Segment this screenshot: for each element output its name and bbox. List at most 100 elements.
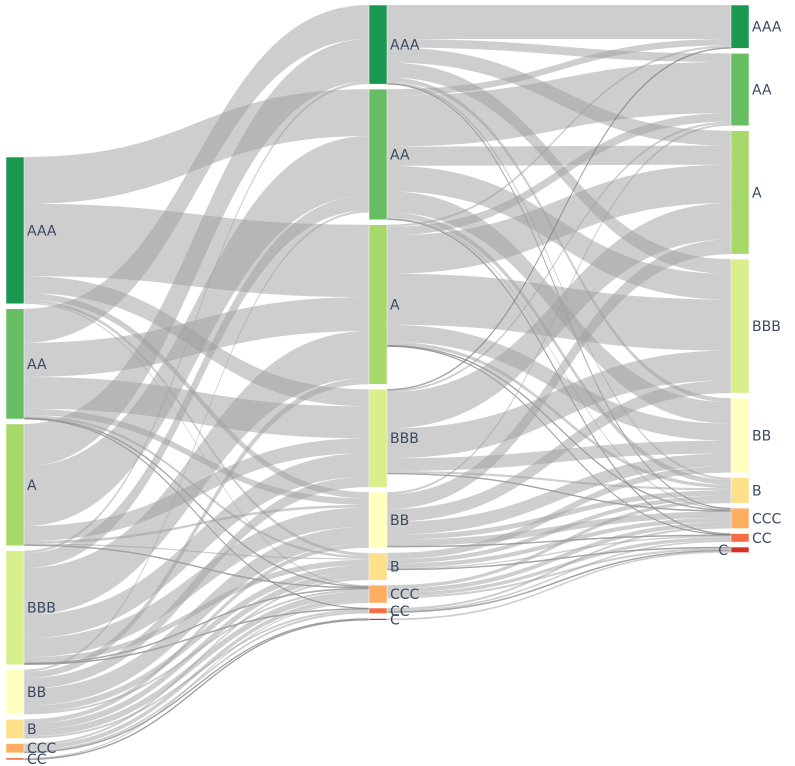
label-l1-cc: CC bbox=[390, 604, 410, 620]
link-l1-bbb-to-l2-b[interactable] bbox=[387, 470, 731, 491]
node-l2-aaa[interactable] bbox=[730, 4, 750, 49]
link-l0-bb-to-l1-a[interactable] bbox=[24, 377, 369, 679]
link-l0-bb-to-l1-b[interactable] bbox=[24, 565, 369, 713]
link-l0-cc-to-l1-ccc[interactable] bbox=[24, 601, 369, 760]
node-l1-a[interactable] bbox=[368, 224, 388, 385]
link-l1-a-to-l2-aaa[interactable] bbox=[387, 45, 731, 227]
link-l0-ccc-to-l1-cc[interactable] bbox=[24, 611, 369, 753]
link-l1-bb-to-l2-bbb[interactable] bbox=[387, 380, 731, 522]
links-layer bbox=[23, 5, 732, 761]
link-l0-bbb-to-l1-aaa[interactable] bbox=[24, 81, 369, 554]
node-l0-aaa[interactable] bbox=[5, 156, 25, 305]
link-l0-a-to-l1-aa[interactable] bbox=[24, 135, 369, 527]
node-l0-ccc[interactable] bbox=[5, 743, 25, 754]
link-l0-bbb-to-l1-a[interactable] bbox=[24, 331, 369, 615]
label-l2-bb: BB bbox=[752, 428, 771, 444]
link-l0-a-to-l1-aaa[interactable] bbox=[24, 39, 369, 467]
node-l0-b[interactable] bbox=[5, 719, 25, 739]
link-l1-ccc-to-l2-cc[interactable] bbox=[387, 536, 731, 597]
node-l0-bbb[interactable] bbox=[5, 550, 25, 665]
label-l2-bbb: BBB bbox=[752, 319, 781, 335]
label-l0-b: B bbox=[27, 722, 37, 738]
link-l1-bb-to-l2-a[interactable] bbox=[387, 239, 731, 510]
link-l1-b-to-l2-b[interactable] bbox=[387, 495, 731, 564]
label-l1-b: B bbox=[390, 560, 400, 576]
node-l2-c[interactable] bbox=[730, 546, 750, 553]
node-l1-c[interactable] bbox=[368, 618, 388, 621]
link-l0-b-to-l1-b[interactable] bbox=[24, 571, 369, 731]
node-l0-bb[interactable] bbox=[5, 669, 25, 715]
link-l1-cc-to-l2-ccc[interactable] bbox=[387, 526, 731, 611]
link-l0-b-to-l1-ccc[interactable] bbox=[24, 591, 369, 737]
label-l1-aa: AA bbox=[390, 147, 410, 163]
node-l2-cc[interactable] bbox=[730, 533, 750, 543]
link-l1-ccc-to-l2-ccc[interactable] bbox=[387, 522, 731, 593]
link-l1-bb-to-l2-bb[interactable] bbox=[387, 453, 731, 535]
link-l1-aa-to-l2-aa[interactable] bbox=[387, 61, 731, 147]
link-l1-aaa-to-l2-aaa[interactable] bbox=[387, 5, 731, 40]
link-l0-aaa-to-l1-b[interactable] bbox=[24, 299, 369, 556]
label-l2-a: A bbox=[752, 185, 762, 201]
label-l2-aaa: AAA bbox=[752, 20, 782, 36]
link-l1-ccc-to-l2-c[interactable] bbox=[387, 547, 731, 599]
link-l1-cc-to-l2-cc[interactable] bbox=[387, 540, 731, 612]
link-l0-bb-to-l1-bb[interactable] bbox=[24, 526, 369, 706]
link-l0-ccc-to-l1-ccc[interactable] bbox=[24, 597, 369, 750]
labels-layer: AAAAAABBBBBBCCCCCAAAAAABBBBBBCCCCCCAAAAA… bbox=[27, 20, 782, 766]
node-l1-cc[interactable] bbox=[368, 607, 388, 614]
link-l1-aaa-to-l2-aa[interactable] bbox=[387, 39, 731, 62]
node-l0-aa[interactable] bbox=[5, 308, 25, 420]
link-l1-bbb-to-l2-a[interactable] bbox=[387, 203, 731, 429]
label-l0-ccc: CCC bbox=[27, 741, 57, 757]
link-l1-bb-to-l2-aa[interactable] bbox=[387, 123, 731, 495]
nodes-layer bbox=[5, 4, 750, 761]
link-l0-aa-to-l1-aaa[interactable] bbox=[24, 5, 369, 343]
link-l0-a-to-l1-bb[interactable] bbox=[24, 504, 369, 544]
label-l0-bb: BB bbox=[27, 685, 46, 701]
label-l0-a: A bbox=[27, 478, 37, 494]
link-l0-aaa-to-l1-ccc[interactable] bbox=[24, 302, 369, 587]
node-l1-aaa[interactable] bbox=[368, 4, 388, 85]
link-l1-aaa-to-l2-b[interactable] bbox=[387, 81, 731, 480]
link-l0-b-to-l1-bb[interactable] bbox=[24, 543, 369, 724]
link-l1-b-to-l2-cc[interactable] bbox=[387, 535, 731, 570]
node-l1-ccc[interactable] bbox=[368, 584, 388, 604]
label-l2-b: B bbox=[752, 483, 762, 499]
node-l2-bb[interactable] bbox=[730, 397, 750, 473]
label-l0-aaa: AAA bbox=[27, 223, 57, 239]
link-l0-ccc-to-l1-b[interactable] bbox=[24, 578, 369, 746]
link-l1-a-to-l2-aa[interactable] bbox=[387, 112, 731, 236]
link-l1-bbb-to-l2-aa[interactable] bbox=[387, 121, 731, 393]
node-l0-a[interactable] bbox=[5, 423, 25, 546]
link-l0-bb-to-l1-aa[interactable] bbox=[24, 210, 369, 672]
link-l1-b-to-l2-bb[interactable] bbox=[387, 466, 731, 560]
node-l0-cc[interactable] bbox=[5, 757, 25, 761]
node-l1-bb[interactable] bbox=[368, 491, 388, 549]
link-l0-bbb-to-l1-aa[interactable] bbox=[24, 195, 369, 569]
node-l2-b[interactable] bbox=[730, 477, 750, 504]
link-l1-aa-to-l2-a[interactable] bbox=[387, 145, 731, 166]
node-l1-bbb[interactable] bbox=[368, 389, 388, 488]
link-l0-bb-to-l1-bbb[interactable] bbox=[24, 476, 369, 689]
node-l2-aa[interactable] bbox=[730, 53, 750, 126]
link-l1-aa-to-l2-b[interactable] bbox=[387, 212, 731, 485]
label-l1-ccc: CCC bbox=[390, 587, 420, 603]
link-l1-bbb-to-l2-bbb[interactable] bbox=[387, 350, 731, 459]
label-l1-bbb: BBB bbox=[390, 431, 419, 447]
node-l1-aa[interactable] bbox=[368, 88, 388, 221]
link-l1-aaa-to-l2-bbb[interactable] bbox=[387, 62, 731, 275]
link-l1-c-to-l2-c[interactable] bbox=[387, 550, 731, 621]
node-l2-ccc[interactable] bbox=[730, 507, 750, 529]
link-l1-ccc-to-l2-b[interactable] bbox=[387, 499, 731, 589]
label-l1-aaa: AAA bbox=[390, 38, 420, 54]
link-l1-a-to-l2-bb[interactable] bbox=[387, 324, 731, 441]
link-l1-aa-to-l2-aaa[interactable] bbox=[387, 39, 731, 96]
label-l0-bbb: BBB bbox=[27, 601, 56, 617]
node-l2-a[interactable] bbox=[730, 130, 750, 255]
label-l2-c: C bbox=[718, 543, 728, 559]
link-l1-aa-to-l2-ccc[interactable] bbox=[387, 217, 731, 510]
node-l2-bbb[interactable] bbox=[730, 258, 750, 394]
node-l1-b[interactable] bbox=[368, 552, 388, 581]
link-l0-bbb-to-l1-bbb[interactable] bbox=[24, 453, 369, 639]
